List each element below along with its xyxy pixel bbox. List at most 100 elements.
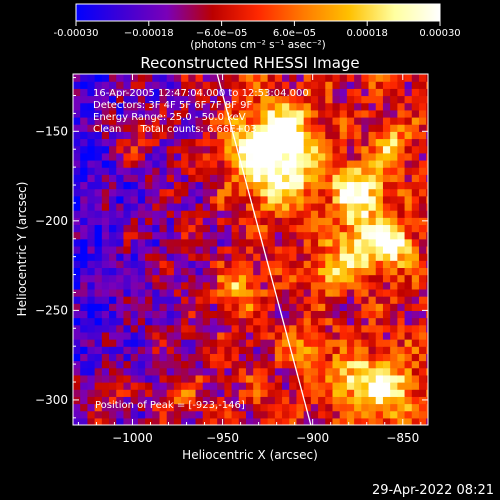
- heatmap-cell: [152, 88, 161, 97]
- heatmap-cell: [123, 417, 132, 425]
- heatmap-cell: [361, 188, 370, 197]
- heatmap-cell: [296, 245, 305, 254]
- heatmap-cell: [238, 74, 247, 82]
- heatmap-cell: [267, 288, 276, 297]
- heatmap-cell: [325, 174, 334, 183]
- heatmap-cell: [267, 202, 276, 211]
- heatmap-cell: [173, 88, 182, 97]
- heatmap-cell: [245, 339, 254, 347]
- heatmap-cell: [224, 195, 233, 204]
- heatmap-cell: [289, 339, 298, 347]
- heatmap-cell: [159, 102, 168, 111]
- heatmap-cell: [217, 188, 225, 197]
- heatmap-cell: [224, 417, 233, 425]
- heatmap-cell: [101, 145, 110, 154]
- heatmap-cell: [361, 181, 370, 190]
- heatmap-cell: [375, 145, 384, 154]
- heatmap-cell: [224, 202, 233, 211]
- heatmap-cell: [274, 188, 283, 197]
- heatmap-cell: [116, 124, 125, 132]
- heatmap-cell: [87, 152, 96, 161]
- heatmap-cell: [267, 224, 276, 233]
- heatmap-cell: [217, 353, 225, 362]
- heatmap-cell: [101, 310, 110, 319]
- heatmap-cell: [173, 253, 182, 261]
- heatmap-cell: [209, 224, 218, 233]
- heatmap-cell: [318, 238, 326, 247]
- heatmap-cell: [361, 152, 370, 161]
- heatmap-cell: [109, 195, 117, 204]
- heatmap-cell: [382, 116, 391, 125]
- heatmap-cell: [231, 188, 240, 197]
- heatmap-cell: [411, 389, 420, 397]
- heatmap-cell: [166, 145, 175, 154]
- heatmap-cell: [73, 389, 81, 397]
- heatmap-cell: [188, 374, 197, 383]
- heatmap-cell: [73, 367, 81, 376]
- heatmap-cell: [418, 374, 427, 383]
- heatmap-cell: [289, 367, 298, 376]
- heatmap-cell: [109, 145, 117, 154]
- heatmap-cell: [368, 267, 377, 276]
- heatmap-cell: [87, 403, 96, 412]
- heatmap-cell: [296, 138, 305, 147]
- heatmap-cell: [354, 116, 362, 125]
- heatmap-cell: [202, 331, 211, 340]
- heatmap-cell: [152, 167, 161, 175]
- heatmap-cell: [109, 389, 117, 397]
- heatmap-cell: [238, 417, 247, 425]
- heatmap-cell: [159, 124, 168, 132]
- heatmap-cell: [361, 296, 370, 304]
- heatmap-cell: [245, 310, 254, 319]
- heatmap-cell: [159, 382, 168, 390]
- heatmap-cell: [361, 274, 370, 283]
- heatmap-cell: [368, 217, 377, 226]
- heatmap-cell: [332, 224, 341, 233]
- heatmap-cell: [116, 303, 125, 311]
- heatmap-cell: [116, 181, 125, 190]
- heatmap-cell: [354, 346, 362, 354]
- heatmap-cell: [109, 152, 117, 161]
- heatmap-cell: [188, 267, 197, 276]
- heatmap-cell: [267, 145, 276, 154]
- heatmap-cell: [361, 396, 370, 405]
- heatmap-cell: [231, 410, 240, 419]
- heatmap-cell: [354, 167, 362, 175]
- heatmap-cell: [238, 131, 247, 140]
- heatmap-cell: [282, 317, 290, 326]
- heatmap-cell: [339, 403, 348, 412]
- heatmap-cell: [87, 238, 96, 247]
- heatmap-cell: [426, 288, 428, 297]
- heatmap-cell: [289, 88, 298, 97]
- heatmap-cell: [310, 188, 319, 197]
- heatmap-cell: [195, 131, 204, 140]
- heatmap-cell: [267, 174, 276, 183]
- heatmap-cell: [238, 88, 247, 97]
- heatmap-cell: [368, 346, 377, 354]
- heatmap-cell: [418, 231, 427, 240]
- heatmap-cell: [282, 159, 290, 168]
- heatmap-cell: [296, 159, 305, 168]
- heatmap-cell: [418, 274, 427, 283]
- heatmap-cell: [73, 245, 81, 254]
- heatmap-cell: [188, 389, 197, 397]
- heatmap-cell: [361, 81, 370, 89]
- heatmap-cell: [382, 374, 391, 383]
- heatmap-cell: [231, 159, 240, 168]
- heatmap-cell: [152, 281, 161, 290]
- heatmap-cell: [166, 231, 175, 240]
- heatmap-cell: [245, 374, 254, 383]
- heatmap-cell: [289, 210, 298, 218]
- heatmap-cell: [101, 124, 110, 132]
- heatmap-cell: [101, 410, 110, 419]
- heatmap-cell: [253, 374, 262, 383]
- heatmap-cell: [332, 346, 341, 354]
- heatmap-cell: [411, 131, 420, 140]
- heatmap-cell: [325, 181, 334, 190]
- heatmap-cell: [253, 181, 262, 190]
- heatmap-cell: [166, 224, 175, 233]
- heatmap-cell: [238, 81, 247, 89]
- heatmap-cell: [418, 109, 427, 118]
- heatmap-cell: [296, 231, 305, 240]
- heatmap-cell: [296, 174, 305, 183]
